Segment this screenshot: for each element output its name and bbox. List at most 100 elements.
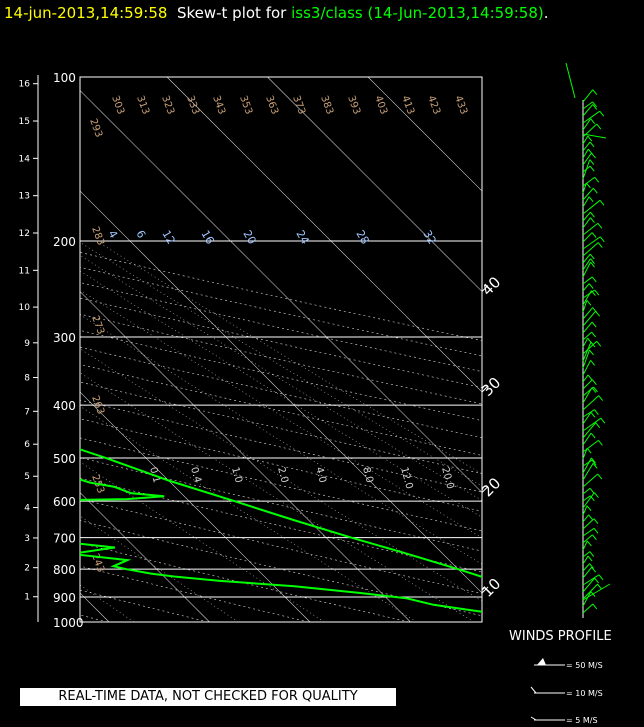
dry-adiabat-line [80,565,309,622]
dry-adiabat-line [80,437,482,532]
wind-barb-flag [593,528,599,534]
wind-barb [582,283,590,292]
dry-adiabat-line [80,477,482,573]
dry-adiabat-label: 403 [372,94,389,116]
wind-barb [582,331,592,341]
wind-barb [582,118,592,131]
wind-barb-flag [589,349,594,356]
height-tick-label: 15 [19,117,30,127]
mixing-ratio-line [80,270,482,518]
pressure-tick-label: 100 [53,71,76,85]
wind-barb [582,563,590,572]
wind-barb [582,505,588,516]
wind-barb-flag [589,563,594,569]
wind-barb [582,540,588,551]
wind-barb [582,159,591,180]
mixing-ratio-label: 4 [105,228,120,241]
wind-barb [582,395,599,411]
dry-adiabat-label: 283 [89,225,106,247]
wind-barb-flag [589,551,595,557]
wind-barb [582,211,591,222]
wind-barb-flag [588,196,594,203]
height-tick-label: 7 [24,407,30,417]
wind-barb-flag [586,300,592,306]
pressure-tick-label: 700 [53,532,76,546]
mixing-ratio-label: 12 [159,228,177,247]
isotherm-line [267,77,482,292]
wind-barb [582,555,589,565]
isotherm-line [80,492,210,622]
wind-barb-flag [591,276,597,283]
wind-barb [582,300,588,313]
axis-labels: 1002003004005006007008009001000123456789… [19,71,505,630]
dry-adiabat-line [80,346,482,439]
dry-adiabat-line [80,297,482,388]
wind-barb [582,321,593,334]
wind-barb [582,492,595,509]
title-period: . [543,4,549,22]
wind-barb [582,341,592,362]
wind-barb [582,196,590,208]
dry-adiabat-line [80,252,482,342]
dry-adiabat-line [80,457,482,552]
wind-barb [582,222,599,236]
wind-barb [582,187,594,201]
wind-legend-label: = 50 M/S [566,661,603,670]
wind-barb [582,176,595,187]
wind-barb-flag [590,341,596,348]
wind-barb-flag [591,152,596,159]
wind-barb-flag [592,187,598,194]
isotherm-line [80,190,482,594]
wind-barb [582,603,594,614]
wind-barb [582,135,589,145]
pressure-tick-label: 900 [53,591,76,605]
height-tick-label: 4 [24,503,30,513]
pressure-tick-label: 1000 [53,616,84,630]
title-station: iss3/class [291,4,363,22]
isotherm-line [166,77,482,393]
wind-barb [582,89,594,103]
wind-barb-flag [598,395,604,401]
dry-adiabat-line [80,498,482,594]
wind-barb [582,518,595,530]
mixing-ratio-label: 6 [133,228,148,241]
right-temperature-tick [481,385,489,393]
moist-adiabat-label: 2.0 [275,466,290,484]
wind-barb [582,349,590,369]
wind-barb-flag [587,374,593,381]
wind-barb-flag [590,432,596,439]
wind-barb-flag [595,422,601,429]
wind-barb-flag [594,492,599,498]
dry-adiabat-label: 363 [263,94,280,116]
height-tick-label: 6 [24,440,30,450]
wind-barb [582,148,589,159]
wind-barb [582,236,601,250]
wind-barb [582,591,592,607]
wind-barb [582,459,593,467]
wind-barb-flag [597,583,602,590]
mixing-ratio-label: 20 [240,228,258,247]
wind-barb [582,551,591,558]
wind-barb-flag [596,340,602,347]
dry-adiabat-line [80,399,482,493]
dry-adiabat-label: 273 [89,314,106,336]
wind-barb-flag [590,217,595,224]
wind-barb-flag [590,211,595,218]
wind-barb-flag [591,232,597,238]
wind-barb [582,258,591,271]
wind-barb [582,133,607,139]
isotherm-line [80,291,411,622]
wind-barb [582,261,592,278]
wind-barb-flag [591,459,597,466]
wind-barb-flag [594,176,600,183]
mixing-ratio-line [80,348,482,602]
isotherm-line [80,391,311,622]
wind-barb-flag [591,331,597,338]
wind-barb [582,527,595,537]
dry-adiabat-label: 333 [184,94,201,116]
wind-barb-flag [590,412,596,418]
wind-barb [582,495,591,502]
height-tick-label: 3 [24,534,30,544]
mixing-ratio-line [80,255,482,501]
